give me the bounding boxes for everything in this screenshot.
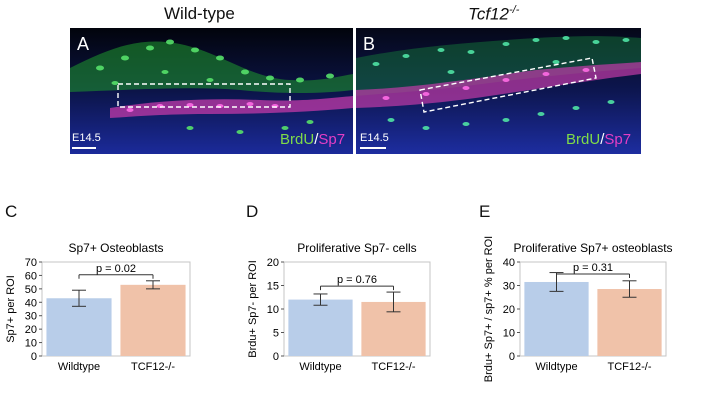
stage-label-b: E14.5 xyxy=(360,132,389,144)
micrograph-a-image xyxy=(70,28,353,154)
panel-label-e: E xyxy=(479,202,491,221)
y-tick-label: 0 xyxy=(509,351,515,363)
p-value-label: p = 0.76 xyxy=(337,274,377,286)
panel-label-c: C xyxy=(5,202,18,221)
stain-brdu-label: BrdU xyxy=(280,131,315,148)
bar-tcf12-mutant xyxy=(120,284,186,356)
x-category-label: TCF12-/- xyxy=(131,361,175,373)
stain-legend-a: BrdU/Sp7 xyxy=(280,131,345,148)
x-category-label: TCF12-/- xyxy=(372,361,416,373)
mutant-gene-name: Tcf12 xyxy=(468,4,509,24)
stain-separator: / xyxy=(314,131,319,148)
y-tick-label: 60 xyxy=(25,270,37,282)
y-tick-label: 40 xyxy=(503,257,515,269)
y-tick-label: 20 xyxy=(25,324,37,336)
y-tick-label: 50 xyxy=(25,284,37,296)
stain-separator: / xyxy=(600,131,605,148)
y-tick-label: 10 xyxy=(267,304,279,316)
stain-sp7-label: Sp7 xyxy=(604,131,632,148)
mutant-genotype-superscript: -/- xyxy=(508,4,520,16)
y-tick-label: 0 xyxy=(31,351,37,363)
y-tick-label: 20 xyxy=(503,304,515,316)
chart-e-svg: Proliferative Sp7+ osteoblasts 0 10 20 30 40 B… xyxy=(483,236,673,382)
y-axis-label: Sp7+ per ROI xyxy=(5,275,17,343)
roi-box-a xyxy=(117,83,291,108)
chart-c: Sp7+ Osteoblasts 0 10 20 30 40 50 60 70 Sp7+ per … xyxy=(0,232,232,392)
y-axis-label: Brdu+ Sp7- per ROI xyxy=(247,260,259,358)
chart-title: Proliferative Sp7+ osteoblasts xyxy=(513,241,672,255)
panel-label-d: D xyxy=(246,202,259,221)
y-tick-label: 30 xyxy=(503,281,515,293)
x-category-label: Wildtype xyxy=(535,361,577,373)
bar-wildtype xyxy=(46,298,112,356)
bar-wildtype xyxy=(524,281,589,356)
x-category-label: Wildtype xyxy=(299,361,341,373)
y-tick-label: 15 xyxy=(267,281,279,293)
y-axis-label: Brdu+ Sp7+ / sp7+ % per ROI xyxy=(483,236,495,382)
stain-brdu-label: BrdU xyxy=(566,131,601,148)
stage-label-a: E14.5 xyxy=(72,132,101,144)
micrograph-panel-a: A E14.5 BrdU/Sp7 xyxy=(70,28,353,154)
chart-title: Proliferative Sp7- cells xyxy=(297,241,416,255)
p-value-label: p = 0.02 xyxy=(96,263,136,275)
chart-d-svg: Proliferative Sp7- cells 0 5 10 15 20 Brdu+ Sp… xyxy=(247,241,431,373)
scale-bar-a xyxy=(72,147,96,149)
panel-label-a: A xyxy=(77,34,90,54)
plot-frame xyxy=(41,261,191,357)
chart-e: Proliferative Sp7+ osteoblasts 0 10 20 30 40 B… xyxy=(474,232,702,392)
panel-label-b: B xyxy=(363,34,376,54)
x-category-label: TCF12-/- xyxy=(608,361,652,373)
y-tick-label: 70 xyxy=(25,257,37,269)
x-category-label: Wildtype xyxy=(58,361,100,373)
chart-title: Sp7+ Osteoblasts xyxy=(68,241,163,255)
scale-bar-b xyxy=(360,147,386,149)
chart-d: Proliferative Sp7- cells 0 5 10 15 20 Brdu+ Sp… xyxy=(240,232,470,392)
column-title-wildtype: Wild-type xyxy=(164,4,235,23)
column-title-mutant: Tcf12-/- xyxy=(468,4,519,25)
y-tick-label: 10 xyxy=(25,338,37,350)
stain-sp7-label: Sp7 xyxy=(318,131,346,148)
bar-tcf12-mutant xyxy=(597,289,662,356)
p-value-label: p = 0.31 xyxy=(573,262,613,274)
stain-legend-b: BrdU/Sp7 xyxy=(566,131,631,148)
y-tick-label: 5 xyxy=(273,328,279,340)
y-tick-label: 0 xyxy=(273,351,279,363)
micrograph-panel-b: B E14.5 BrdU/Sp7 xyxy=(356,28,641,154)
micrograph-b-image xyxy=(356,28,641,154)
y-tick-label: 10 xyxy=(503,328,515,340)
roi-box-b xyxy=(419,57,597,113)
bar-wildtype xyxy=(288,299,353,356)
y-tick-label: 30 xyxy=(25,311,37,323)
y-tick-label: 20 xyxy=(267,257,279,269)
y-tick-label: 40 xyxy=(25,297,37,309)
